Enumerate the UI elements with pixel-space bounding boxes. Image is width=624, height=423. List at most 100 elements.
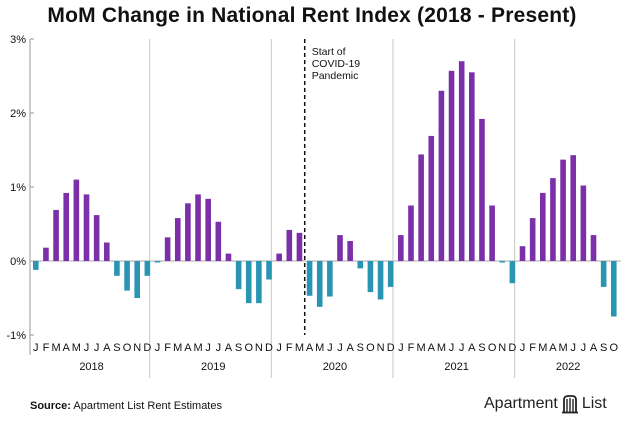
year-label: 2020 bbox=[323, 361, 347, 373]
x-tick-label: F bbox=[408, 342, 415, 354]
bar bbox=[225, 253, 232, 261]
bar bbox=[185, 203, 191, 261]
x-tick-label: J bbox=[276, 342, 282, 354]
x-tick-label: N bbox=[377, 342, 385, 354]
x-tick-label: J bbox=[520, 342, 526, 354]
x-tick-label: S bbox=[235, 342, 242, 354]
bar bbox=[550, 178, 556, 261]
bar bbox=[124, 261, 130, 291]
bar bbox=[347, 241, 353, 261]
x-tick-label: J bbox=[94, 342, 100, 354]
bar bbox=[438, 90, 445, 261]
bar bbox=[316, 261, 323, 307]
bar bbox=[306, 261, 313, 296]
bar bbox=[489, 205, 495, 261]
bar bbox=[590, 235, 597, 261]
bar bbox=[73, 179, 80, 261]
bar bbox=[509, 261, 516, 284]
bar bbox=[154, 261, 161, 263]
x-tick-label: M bbox=[173, 342, 182, 354]
bar bbox=[215, 221, 222, 261]
x-tick-label: M bbox=[295, 342, 304, 354]
bar bbox=[256, 261, 262, 304]
x-tick-label: M bbox=[437, 342, 446, 354]
bar bbox=[580, 185, 587, 261]
year-label: 2022 bbox=[556, 361, 580, 373]
bar bbox=[337, 235, 343, 261]
source-text: Apartment List Rent Estimates bbox=[73, 400, 222, 412]
bar bbox=[570, 155, 577, 261]
bar bbox=[245, 261, 252, 304]
bar bbox=[83, 194, 90, 261]
x-tick-label: S bbox=[113, 342, 120, 354]
year-label: 2018 bbox=[79, 361, 103, 373]
x-tick-label: F bbox=[286, 342, 293, 354]
x-tick-label: D bbox=[387, 342, 395, 354]
bar bbox=[357, 261, 364, 269]
bar bbox=[296, 232, 303, 261]
apartment-list-logo-icon bbox=[561, 395, 578, 414]
x-tick-label: D bbox=[508, 342, 516, 354]
bar bbox=[174, 218, 181, 261]
x-tick-label: M bbox=[315, 342, 324, 354]
y-tick-label: 0% bbox=[10, 256, 26, 268]
x-tick-label: O bbox=[244, 342, 253, 354]
x-tick-label: A bbox=[549, 342, 557, 354]
bar bbox=[33, 261, 39, 270]
bar bbox=[276, 253, 282, 261]
bar bbox=[205, 198, 211, 261]
bar bbox=[418, 154, 424, 261]
bar bbox=[600, 261, 607, 287]
source-label: Source: bbox=[30, 400, 71, 412]
x-tick-label: J bbox=[459, 342, 465, 354]
bar bbox=[266, 261, 272, 280]
x-tick-label: M bbox=[51, 342, 60, 354]
annotation-text: COVID-19 bbox=[312, 58, 361, 70]
x-tick-label: S bbox=[478, 342, 485, 354]
x-tick-label: S bbox=[357, 342, 364, 354]
x-tick-label: O bbox=[609, 342, 618, 354]
year-label: 2021 bbox=[444, 361, 468, 373]
x-tick-label: M bbox=[417, 342, 426, 354]
bar bbox=[387, 261, 394, 287]
bar bbox=[103, 242, 110, 261]
bar bbox=[458, 61, 465, 262]
x-tick-label: J bbox=[33, 342, 39, 354]
x-tick-label: J bbox=[84, 342, 90, 354]
x-tick-label: J bbox=[398, 342, 404, 354]
bar bbox=[529, 218, 536, 261]
bar bbox=[144, 261, 151, 276]
bar bbox=[560, 159, 566, 261]
bar bbox=[327, 261, 333, 297]
y-tick-label: -1% bbox=[6, 330, 26, 342]
bar bbox=[134, 261, 140, 298]
x-tick-label: N bbox=[133, 342, 141, 354]
bar bbox=[114, 261, 120, 276]
x-tick-label: J bbox=[449, 342, 455, 354]
x-tick-label: J bbox=[337, 342, 343, 354]
bar bbox=[519, 246, 526, 261]
x-tick-label: A bbox=[590, 342, 598, 354]
bar bbox=[164, 237, 171, 261]
bar bbox=[448, 70, 455, 261]
bar bbox=[610, 261, 617, 317]
x-tick-label: N bbox=[255, 342, 263, 354]
x-tick-label: J bbox=[155, 342, 161, 354]
x-tick-label: J bbox=[570, 342, 576, 354]
annotation-text: Pandemic bbox=[312, 70, 359, 82]
bar bbox=[43, 247, 49, 261]
bar bbox=[540, 192, 546, 261]
y-tick-label: 1% bbox=[10, 182, 26, 194]
bar bbox=[195, 194, 201, 261]
x-tick-label: J bbox=[216, 342, 222, 354]
bar bbox=[93, 215, 100, 261]
bar bbox=[286, 229, 293, 261]
x-tick-label: D bbox=[265, 342, 273, 354]
x-tick-label: J bbox=[581, 342, 587, 354]
bar bbox=[377, 261, 384, 300]
bar bbox=[469, 72, 475, 261]
bar bbox=[398, 235, 404, 261]
x-tick-label: J bbox=[327, 342, 333, 354]
